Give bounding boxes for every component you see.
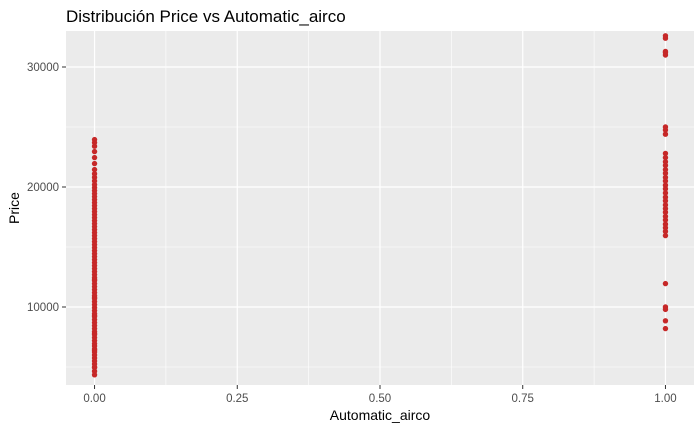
data-point: [662, 48, 669, 55]
data-point: [91, 154, 98, 161]
data-points: [91, 33, 669, 378]
y-tick-label: 20000: [27, 182, 59, 194]
data-point: [662, 154, 669, 161]
data-point: [91, 276, 98, 283]
data-point: [662, 304, 669, 310]
data-point: [662, 232, 669, 239]
data-point: [662, 150, 669, 157]
data-point: [662, 166, 669, 173]
x-tick-label: 0.50: [369, 393, 391, 405]
data-point: [662, 174, 669, 181]
x-tick-label: 0.25: [226, 393, 248, 405]
x-axis-ticks: 0.00 0.25 0.50 0.75 1.00: [83, 385, 677, 405]
data-point: [662, 182, 669, 188]
y-axis-ticks: 10000 20000 30000: [27, 62, 66, 314]
x-tick-label: 1.00: [654, 393, 676, 405]
y-axis-title: Price: [6, 192, 22, 224]
y-tick-label: 30000: [27, 62, 59, 74]
data-point: [91, 148, 98, 155]
data-point: [91, 294, 98, 301]
data-point: [662, 325, 669, 332]
y-tick-label: 10000: [27, 302, 59, 314]
data-point: [91, 136, 98, 143]
data-point: [91, 160, 98, 167]
data-point: [91, 166, 98, 173]
chart-title: Distribución Price vs Automatic_airco: [66, 7, 346, 26]
data-point: [91, 171, 98, 177]
data-point: [662, 318, 669, 324]
x-axis-title: Automatic_airco: [330, 407, 431, 423]
data-point: [91, 347, 98, 353]
major-gridlines: [66, 31, 694, 385]
data-point: [662, 213, 669, 220]
data-point: [662, 280, 669, 287]
x-tick-label: 0.75: [512, 393, 534, 405]
data-point: [662, 202, 669, 208]
data-point: [662, 190, 669, 196]
data-point: [662, 159, 669, 165]
data-point: [662, 221, 669, 227]
data-point: [91, 312, 98, 319]
x-tick-label: 0.00: [83, 393, 105, 405]
data-point: [662, 194, 669, 200]
data-point: [91, 330, 98, 337]
data-point: [91, 364, 98, 370]
data-point: [662, 131, 669, 137]
data-point: [662, 124, 669, 130]
data-point: [662, 33, 669, 39]
